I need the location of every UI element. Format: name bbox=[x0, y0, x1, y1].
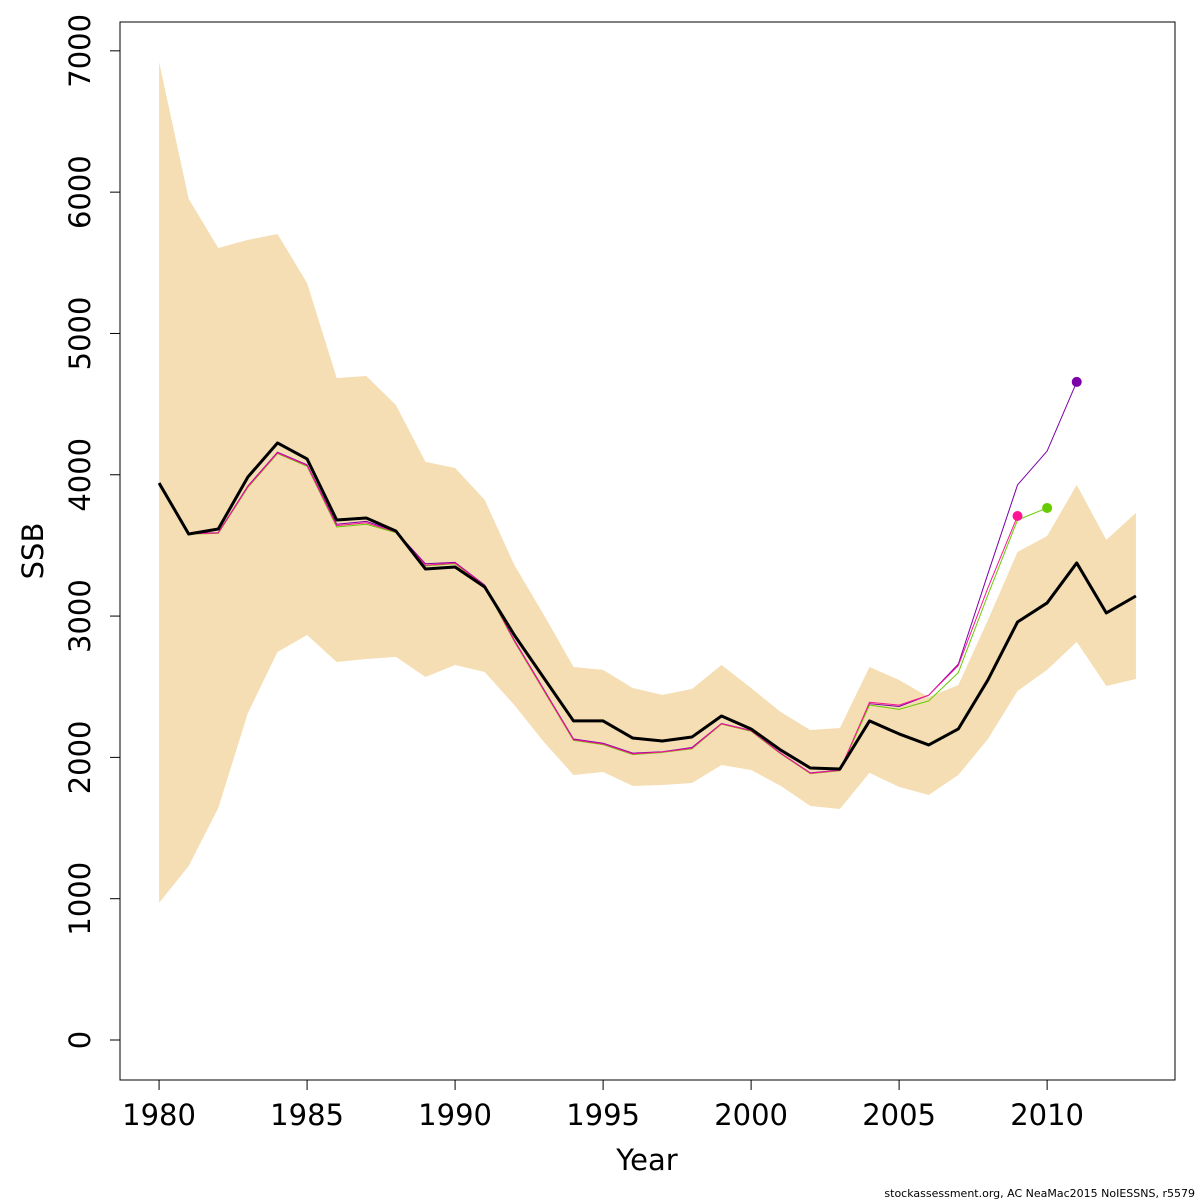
y-tick-label: 0 bbox=[63, 1031, 97, 1049]
y-axis-label: SSB bbox=[16, 523, 50, 580]
end-point bbox=[1042, 502, 1053, 513]
series-line bbox=[157, 441, 1137, 771]
y-tick-label: 2000 bbox=[63, 720, 97, 794]
y-tick-label: 1000 bbox=[63, 862, 97, 936]
x-tick-label: 2000 bbox=[714, 1098, 788, 1132]
confidence-band bbox=[159, 61, 1136, 903]
x-axis-label: Year bbox=[615, 1143, 677, 1177]
y-tick-label: 6000 bbox=[63, 155, 97, 229]
end-point bbox=[1012, 511, 1023, 522]
x-tick-label: 1985 bbox=[270, 1098, 344, 1132]
x-tick-label: 2005 bbox=[862, 1098, 936, 1132]
plot-frame bbox=[119, 21, 1176, 1081]
x-tick-label: 1995 bbox=[566, 1098, 640, 1132]
end-point bbox=[1071, 376, 1082, 387]
y-tick-label: 3000 bbox=[63, 579, 97, 653]
y-tick-label: 4000 bbox=[63, 438, 97, 512]
x-tick-label: 1990 bbox=[418, 1098, 492, 1132]
y-tick-label: 7000 bbox=[63, 14, 97, 88]
x-tick-label: 2010 bbox=[1010, 1098, 1084, 1132]
y-tick-label: 5000 bbox=[63, 297, 97, 371]
footnote: stockassessment.org, AC NeaMac2015 NoIES… bbox=[884, 1187, 1195, 1200]
x-tick-label: 1980 bbox=[122, 1098, 196, 1132]
series-line bbox=[158, 452, 1018, 774]
